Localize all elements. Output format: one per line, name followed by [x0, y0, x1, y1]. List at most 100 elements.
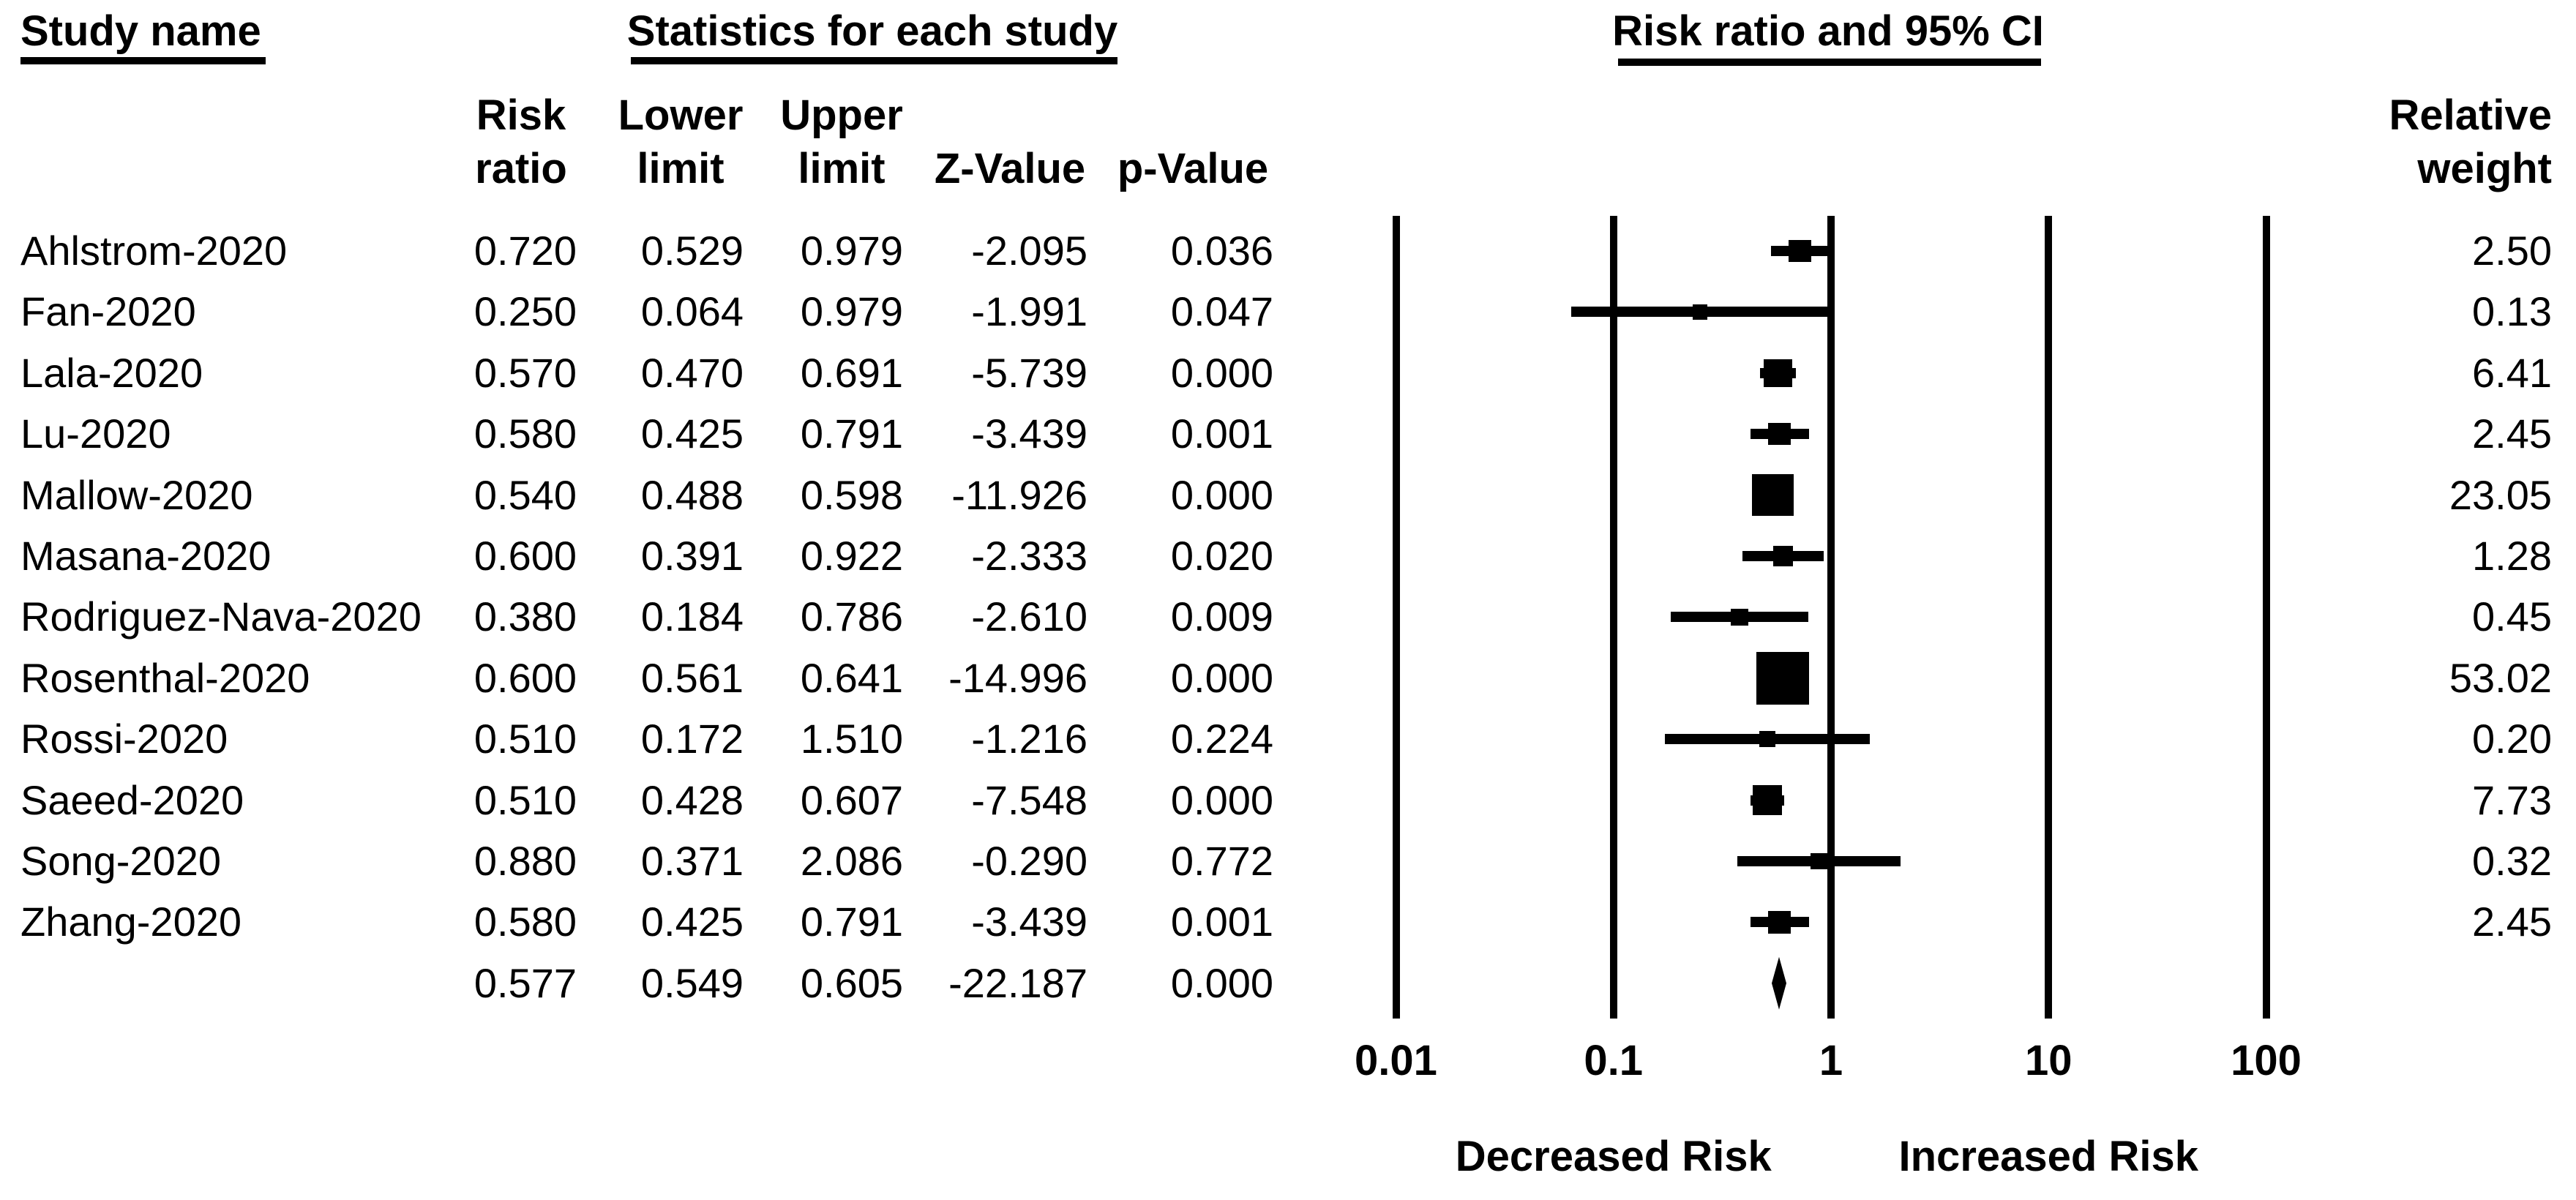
risk-ratio-marker [1764, 359, 1792, 387]
study-name-underline [20, 57, 266, 64]
risk-ratio-value: 0.577 [473, 959, 577, 1006]
study-name: Song-2020 [20, 838, 222, 884]
column-header-ratio: ratio [475, 145, 567, 192]
risk-ratio-value: 0.600 [473, 533, 577, 579]
risk-ratio-value: 0.250 [473, 288, 577, 335]
risk-ratio-value: 0.720 [473, 228, 577, 274]
column-header-upper: Upper [780, 91, 903, 139]
study-name: Rosenthal-2020 [20, 654, 310, 701]
p-value: 0.036 [1170, 228, 1273, 274]
z-value: -3.439 [971, 410, 1087, 457]
z-value: -1.216 [971, 716, 1087, 762]
lower-limit-value: 0.529 [640, 228, 744, 274]
lower-limit-value: 0.549 [640, 959, 744, 1006]
p-value: 0.000 [1170, 959, 1273, 1006]
p-value: 0.000 [1170, 776, 1273, 823]
reference-line-10 [2045, 216, 2053, 1019]
reference-line-100 [2262, 216, 2270, 1019]
upper-limit-value: 0.791 [800, 899, 903, 945]
lower-limit-value: 0.064 [640, 288, 744, 335]
lower-limit-value: 0.184 [640, 593, 744, 640]
decreased-risk-label: Decreased Risk [1455, 1133, 1772, 1180]
x-tick-label: 10 [2024, 1037, 2073, 1084]
z-value: -11.926 [951, 471, 1087, 518]
study-name: Mallow-2020 [20, 471, 253, 518]
risk-ratio-value: 0.540 [473, 471, 577, 518]
risk-ratio-marker [1756, 651, 1810, 705]
x-tick-label: 0.01 [1355, 1037, 1437, 1084]
column-header-lower: Lower [618, 91, 744, 139]
study-name-header: Study name [20, 7, 261, 55]
z-value: -2.610 [971, 593, 1087, 640]
risk-ratio-marker [1811, 852, 1827, 870]
z-value: -22.187 [948, 959, 1087, 1006]
relative-weight-value: 7.73 [2472, 776, 2552, 823]
study-row: Rosenthal-2020 0.600 0.561 0.641 -14.996 0.00… [0, 648, 2576, 709]
study-row: Fan-2020 0.250 0.064 0.979 -1.991 0.047 0.13 [0, 281, 2576, 342]
risk-ratio-value: 0.510 [473, 776, 577, 823]
relative-weight-value: 2.45 [2472, 899, 2552, 945]
x-tick-label: 1 [1819, 1037, 1843, 1084]
column-header-weight: weight [2417, 145, 2552, 192]
z-value: -14.996 [948, 654, 1087, 701]
lower-limit-value: 0.470 [640, 349, 744, 396]
relative-weight-value: 0.13 [2472, 288, 2552, 335]
x-tick-label: 100 [2231, 1037, 2302, 1084]
upper-limit-value: 0.641 [800, 654, 903, 701]
p-value: 0.009 [1170, 593, 1273, 640]
risk-ratio-marker [1759, 731, 1775, 747]
z-value: -3.439 [971, 899, 1087, 945]
study-row: Lu-2020 0.580 0.425 0.791 -3.439 0.001 2.45 [0, 403, 2576, 465]
risk-ratio-marker [1752, 474, 1794, 516]
risk-ratio-value: 0.580 [473, 410, 577, 457]
column-header-limit-lower: limit [637, 145, 724, 192]
p-value: 0.047 [1170, 288, 1273, 335]
upper-limit-value: 0.979 [800, 288, 903, 335]
lower-limit-value: 0.371 [640, 838, 744, 884]
upper-limit-value: 0.791 [800, 410, 903, 457]
statistics-underline [631, 57, 1117, 64]
upper-limit-value: 1.510 [800, 716, 903, 762]
upper-limit-value: 2.086 [800, 838, 903, 884]
p-value: 0.000 [1170, 471, 1273, 518]
upper-limit-value: 0.691 [800, 349, 903, 396]
study-name: Lala-2020 [20, 349, 203, 396]
upper-limit-value: 0.605 [800, 959, 903, 1006]
risk-ratio-value: 0.880 [473, 838, 577, 884]
risk-ratio-marker [1731, 608, 1748, 626]
statistics-header: Statistics for each study [626, 7, 1118, 55]
p-value: 0.001 [1170, 899, 1273, 945]
study-row: Ahlstrom-2020 0.720 0.529 0.979 -2.095 0.036 2… [0, 220, 2576, 282]
column-header-z-value: Z-Value [934, 145, 1086, 192]
relative-weight-value: 0.32 [2472, 838, 2552, 884]
p-value: 0.000 [1170, 654, 1273, 701]
reference-line-0.01 [1392, 216, 1400, 1019]
risk-ratio-marker [1768, 911, 1791, 934]
upper-limit-value: 0.922 [800, 533, 903, 579]
study-row: Rossi-2020 0.510 0.172 1.510 -1.216 0.224 0.20 [0, 708, 2576, 770]
risk-ratio-ci-header: Risk ratio and 95% CI [1612, 7, 2044, 55]
reference-line-0.1 [1609, 216, 1617, 1019]
risk-ratio-value: 0.580 [473, 899, 577, 945]
z-value: -1.991 [971, 288, 1087, 335]
risk-ratio-marker [1768, 422, 1791, 446]
risk-ratio-marker [1789, 239, 1811, 263]
x-tick-label: 0.1 [1584, 1037, 1644, 1084]
summary-diamond [1772, 956, 1786, 1010]
z-value: -7.548 [971, 776, 1087, 823]
relative-weight-value: 0.45 [2472, 593, 2552, 640]
upper-limit-value: 0.598 [800, 471, 903, 518]
study-name: Saeed-2020 [20, 776, 244, 823]
column-header-limit-upper: limit [798, 145, 886, 192]
study-row: Song-2020 0.880 0.371 2.086 -0.290 0.772 0.32 [0, 830, 2576, 892]
relative-weight-value: 6.41 [2472, 349, 2552, 396]
relative-weight-value: 23.05 [2449, 471, 2552, 518]
risk-ratio-ci-underline [1618, 59, 2041, 66]
lower-limit-value: 0.172 [640, 716, 744, 762]
lower-limit-value: 0.425 [640, 899, 744, 945]
relative-weight-value: 2.50 [2472, 228, 2552, 274]
increased-risk-label: Increased Risk [1898, 1133, 2198, 1180]
z-value: -0.290 [971, 838, 1087, 884]
lower-limit-value: 0.391 [640, 533, 744, 579]
